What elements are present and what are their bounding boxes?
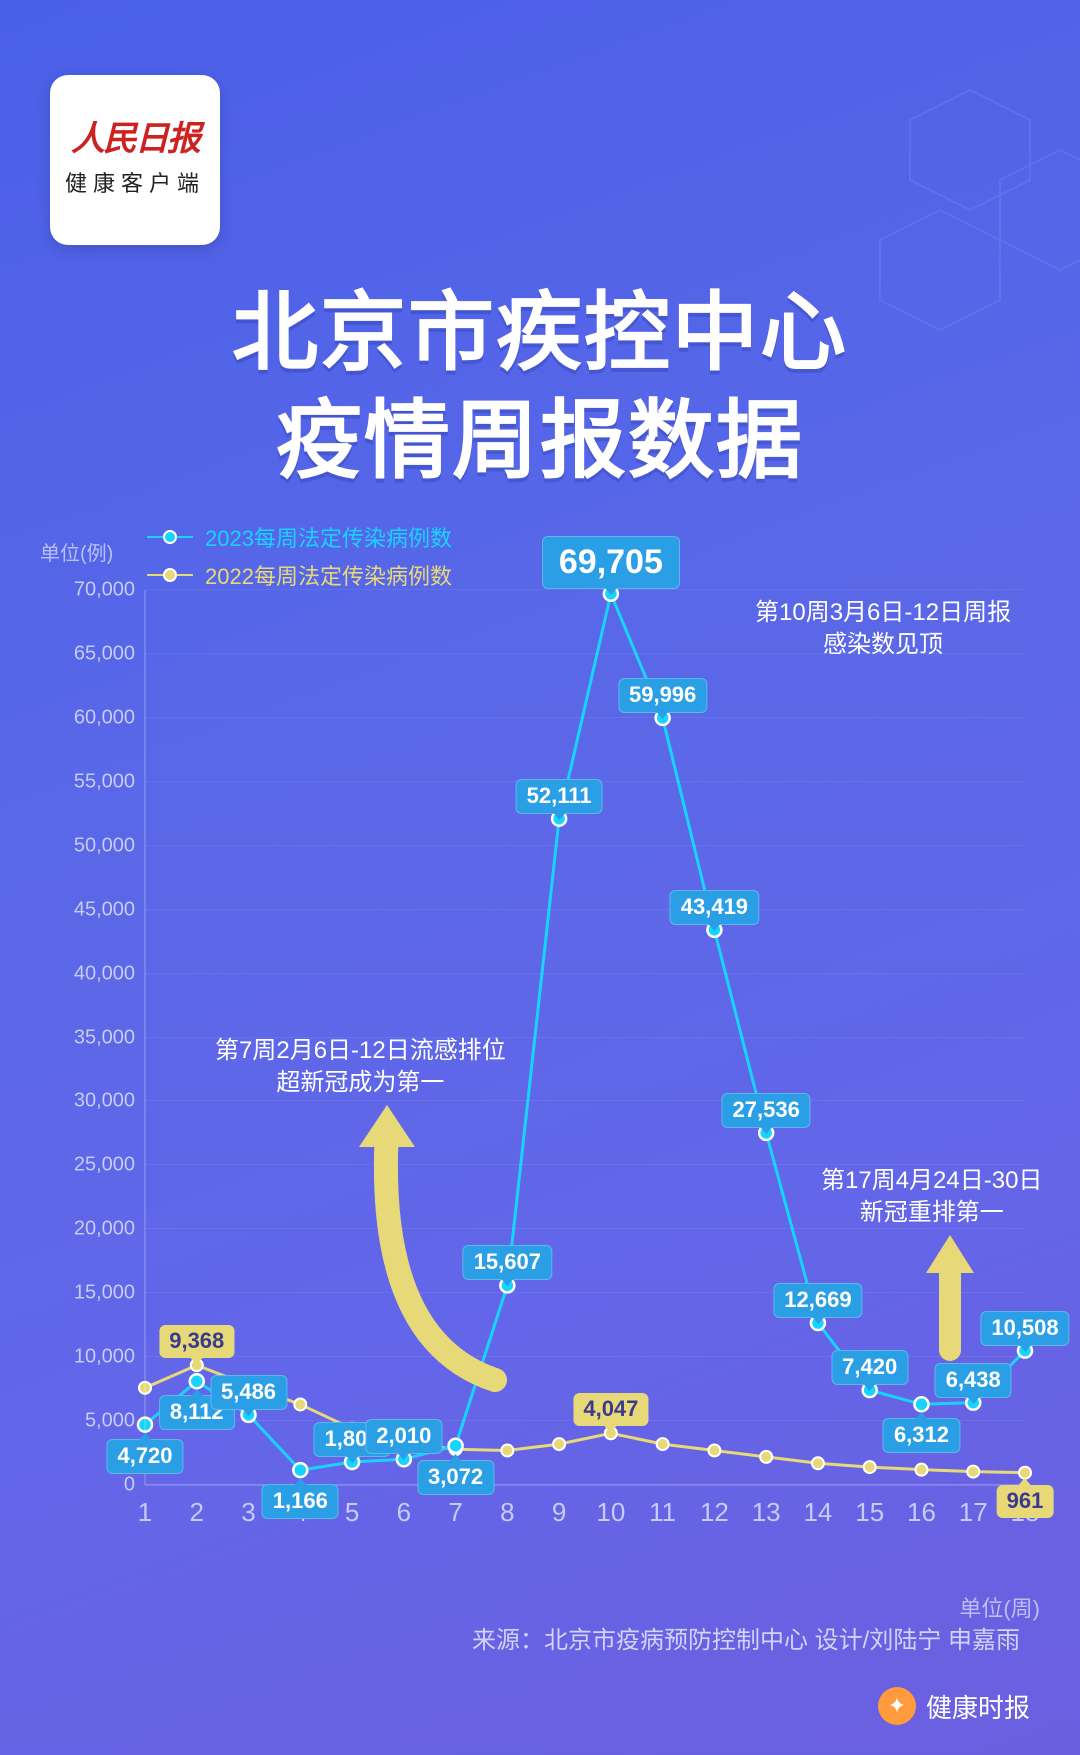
brand: ✦ 健康时报 (878, 1687, 1030, 1725)
ytick: 65,000 (74, 642, 135, 665)
data-label-2023: 59,996 (618, 678, 707, 713)
logo-card: 人民日报 健康客户端 (50, 75, 220, 245)
xtick: 13 (752, 1497, 781, 1528)
xtick: 14 (803, 1497, 832, 1528)
chart: 单位(例) 单位(周) 2023每周法定传染病例数 2022每周法定传染病例数 … (55, 545, 1040, 1565)
xtick: 1 (138, 1497, 152, 1528)
xtick: 10 (596, 1497, 625, 1528)
data-label-2023: 6,312 (883, 1418, 960, 1453)
ytick: 25,000 (74, 1154, 135, 1177)
xtick: 2 (190, 1497, 204, 1528)
xtick: 16 (907, 1497, 936, 1528)
ytick: 45,000 (74, 898, 135, 921)
legend-text-2022: 2022每周法定传染病例数 (205, 559, 452, 591)
legend-swatch-yellow (147, 574, 193, 576)
ytick: 5,000 (85, 1410, 135, 1433)
logo-main: 人民日报 (71, 122, 199, 158)
xtick: 9 (552, 1497, 566, 1528)
xtick: 17 (959, 1497, 988, 1528)
title-line-1: 北京市疾控中心 (0, 280, 1080, 388)
data-label-2023: 1,166 (262, 1484, 339, 1519)
xtick: 6 (397, 1497, 411, 1528)
annotation-week17: 第17周4月24日-30日 新冠重排第一 (821, 1165, 1042, 1230)
data-label-2023: 2,010 (365, 1419, 442, 1454)
title-line-2: 疫情周报数据 (0, 388, 1080, 496)
data-label-2023: 27,536 (722, 1093, 811, 1128)
ytick: 70,000 (74, 579, 135, 602)
ytick: 15,000 (74, 1282, 135, 1305)
annotation-week10: 第10周3月6日-12日周报 感染数见顶 (755, 597, 1011, 662)
ytick: 40,000 (74, 962, 135, 985)
ytick: 55,000 (74, 770, 135, 793)
page-title: 北京市疾控中心 疫情周报数据 (0, 280, 1080, 495)
legend-item-2023: 2023每周法定传染病例数 (147, 521, 452, 553)
data-label-2023: 6,438 (935, 1363, 1012, 1398)
data-label-2022: 961 (997, 1485, 1054, 1518)
ytick: 60,000 (74, 706, 135, 729)
xtick: 3 (241, 1497, 255, 1528)
legend-text-2023: 2023每周法定传染病例数 (205, 521, 452, 553)
ytick: 35,000 (74, 1026, 135, 1049)
ytick: 30,000 (74, 1090, 135, 1113)
brand-text: 健康时报 (926, 1688, 1030, 1725)
data-label-2023: 52,111 (516, 779, 603, 814)
xtick: 7 (448, 1497, 462, 1528)
legend-swatch-cyan (147, 536, 193, 538)
data-label-2023: 69,705 (542, 536, 680, 589)
data-label-2023: 5,486 (210, 1375, 287, 1410)
xtick: 15 (855, 1497, 884, 1528)
arrow-week7 (345, 1105, 515, 1395)
y-axis-label: 单位(例) (40, 537, 113, 566)
data-label-2023: 10,508 (980, 1311, 1069, 1346)
data-label-2023: 12,669 (773, 1283, 862, 1318)
legend-item-2022: 2022每周法定传染病例数 (147, 559, 452, 591)
ytick: 0 (124, 1474, 135, 1497)
ytick: 10,000 (74, 1346, 135, 1369)
logo-sub: 健康客户端 (65, 166, 205, 198)
xtick: 11 (649, 1497, 676, 1528)
legend: 2023每周法定传染病例数 2022每周法定传染病例数 (147, 521, 452, 597)
annotation-week7: 第7周2月6日-12日流感排位 超新冠成为第一 (215, 1035, 506, 1100)
ytick: 50,000 (74, 834, 135, 857)
data-label-2023: 43,419 (670, 890, 759, 925)
x-axis-label: 单位(周) (959, 1591, 1040, 1623)
data-label-2023: 4,720 (106, 1439, 183, 1474)
ytick: 20,000 (74, 1218, 135, 1241)
data-label-2022: 9,368 (159, 1325, 234, 1358)
xtick: 5 (345, 1497, 359, 1528)
footer-credits: 来源：北京市疫病预防控制中心 设计/刘陆宁 申嘉雨 (472, 1620, 1020, 1655)
data-label-2022: 4,047 (573, 1393, 648, 1426)
arrow-week17 (920, 1235, 980, 1355)
xtick: 8 (500, 1497, 514, 1528)
xtick: 12 (700, 1497, 729, 1528)
brand-icon: ✦ (878, 1687, 916, 1725)
data-label-2023: 3,072 (417, 1460, 494, 1495)
data-label-2023: 7,420 (831, 1350, 908, 1385)
